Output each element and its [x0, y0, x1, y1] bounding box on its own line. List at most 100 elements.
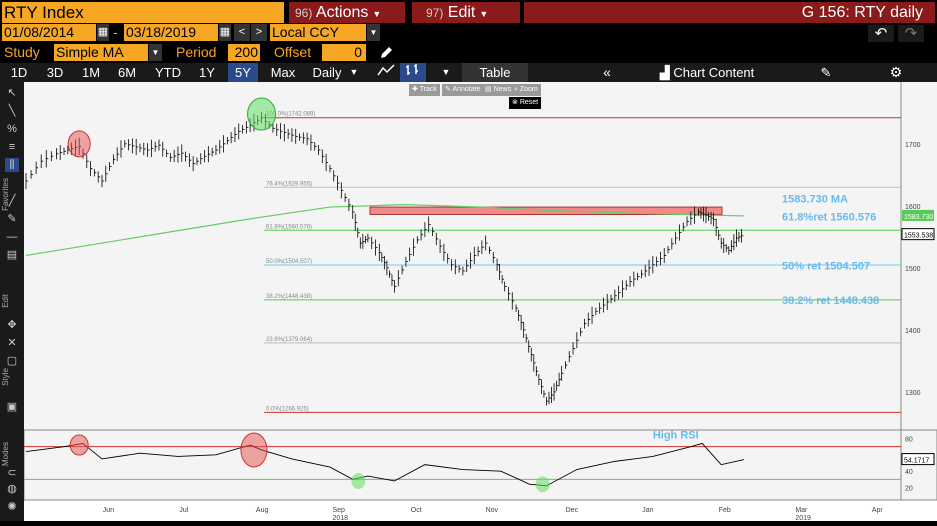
- year-label: 2019: [795, 515, 811, 521]
- move-icon[interactable]: ✥: [7, 319, 17, 331]
- annotate-button[interactable]: ✎ Annotate: [442, 84, 484, 96]
- horizontal-line-icon[interactable]: —: [6, 231, 18, 243]
- x-tick-label: Jun: [103, 507, 114, 514]
- calendar-icon[interactable]: ▦: [219, 24, 231, 41]
- caret-down-icon: ▼: [479, 9, 489, 19]
- ma-tag-bg: [902, 209, 934, 221]
- edit-shortcut: 97): [426, 6, 444, 20]
- fib-icon[interactable]: ≡: [8, 141, 16, 153]
- ma-tag: 1583.730: [904, 214, 933, 221]
- currency-select[interactable]: Local CCY: [270, 24, 366, 41]
- calendar-icon[interactable]: ▦: [97, 24, 109, 41]
- chart-icon: ▟: [659, 65, 674, 80]
- price-tick-label: 1600: [905, 204, 921, 211]
- rsi-circle: [240, 432, 268, 468]
- caret-down-icon: ▼: [372, 9, 382, 19]
- security-field[interactable]: RTY Index: [2, 2, 284, 23]
- rsi-tag: 54.1717: [904, 458, 929, 465]
- price-chart-svg[interactable]: 100.0%(1742.089) 76.4%(1629.955) 61.8%(156…: [23, 82, 937, 522]
- reset-label: Reset: [519, 99, 539, 106]
- delete-icon[interactable]: ✕: [7, 337, 17, 349]
- chart-area[interactable]: 100.0%(1742.089) 76.4%(1629.955) 61.8%(156…: [23, 82, 937, 522]
- prev-period-button[interactable]: <: [234, 24, 250, 41]
- rsi-tag-bg: [901, 453, 935, 466]
- x-tick-label: Apr: [872, 507, 884, 514]
- news-button[interactable]: ▤ News: [482, 84, 515, 96]
- pen-icon[interactable]: ✎: [7, 213, 17, 225]
- trendline-icon[interactable]: ╲: [8, 105, 16, 117]
- tf-3d[interactable]: 3D: [46, 65, 64, 80]
- rsi-tick-label: 40: [905, 469, 913, 476]
- price-tick-label: 1300: [905, 390, 921, 397]
- reset-button[interactable]: ⊗ Reset: [509, 97, 542, 109]
- chevron-down-icon[interactable]: ▼: [349, 67, 359, 77]
- modes-label: Modes: [1, 442, 10, 467]
- annotate-label: Annotate: [452, 86, 481, 93]
- start-date-input[interactable]: 01/08/2014: [2, 24, 96, 41]
- price-tick-label: 1500: [905, 266, 921, 273]
- percent-icon[interactable]: %: [7, 123, 17, 135]
- next-period-button[interactable]: >: [251, 24, 267, 41]
- rsi-pane: [23, 429, 937, 501]
- tf-1y[interactable]: 1Y: [199, 65, 215, 80]
- layers-icon[interactable]: ▢: [6, 355, 18, 367]
- price-tick-label: 1700: [905, 142, 921, 149]
- line-tool-icon[interactable]: ╱: [8, 195, 16, 207]
- edit-label: Edit: [1, 294, 10, 308]
- drawing-toolbar: ↖ ╲ % ≡ ⫼ Favorites ╱ ✎ — ▤ Edit ✥ ✕ ▢ S…: [0, 82, 24, 521]
- fib-label: 76.4%(1629.955): [266, 181, 312, 187]
- chart-content-button[interactable]: ▟ Chart Content: [648, 63, 766, 82]
- bar-chart-icon[interactable]: [400, 63, 426, 82]
- link-icon[interactable]: ⊂: [7, 467, 17, 479]
- offset-input[interactable]: 0: [322, 44, 366, 61]
- pencil-icon[interactable]: [378, 45, 394, 61]
- color-icon[interactable]: ▣: [6, 401, 18, 413]
- annotation-label: 1583.730 MA: [782, 193, 848, 205]
- collapse-left-icon[interactable]: «: [603, 64, 611, 80]
- last-tag: 1553.538: [904, 233, 933, 240]
- edit-chart-icon[interactable]: ✎: [820, 65, 832, 80]
- chevron-down-icon[interactable]: ▼: [441, 67, 451, 77]
- tf-1d[interactable]: 1D: [10, 65, 28, 80]
- redo-button[interactable]: ↷: [898, 25, 924, 42]
- settings-icon[interactable]: ✺: [7, 501, 17, 513]
- study-select[interactable]: Simple MA: [54, 44, 148, 61]
- x-tick-label: Feb: [719, 507, 731, 514]
- frequency-select[interactable]: Daily: [312, 65, 342, 80]
- tf-6m[interactable]: 6M: [117, 65, 137, 80]
- rsi-circle: [535, 476, 550, 493]
- x-tick-label: Sep: [332, 507, 345, 514]
- globe-icon[interactable]: ◍: [7, 483, 17, 495]
- peak-circle: [247, 97, 277, 131]
- x-tick-label: Jul: [179, 507, 188, 514]
- bar-tool-icon[interactable]: ⫼: [5, 158, 19, 172]
- tf-5y[interactable]: 5Y: [228, 63, 258, 82]
- line-chart-icon[interactable]: [374, 63, 398, 82]
- channel-icon[interactable]: ▤: [6, 249, 18, 261]
- cursor-icon[interactable]: ↖: [7, 87, 17, 99]
- study-label: Study: [4, 44, 40, 60]
- tf-1m[interactable]: 1M: [81, 65, 101, 80]
- track-button[interactable]: ✚ Track: [409, 84, 440, 96]
- tf-ytd[interactable]: YTD: [155, 65, 181, 80]
- chevron-down-icon[interactable]: ▼: [149, 44, 162, 61]
- actions-menu[interactable]: 96) Actions ▼: [289, 2, 405, 23]
- tf-max[interactable]: Max: [270, 65, 296, 80]
- track-label: Track: [419, 86, 437, 93]
- rsi-circle: [69, 434, 89, 456]
- window-title: G 156: RTY daily: [524, 2, 935, 23]
- zoom-label: Zoom: [519, 86, 538, 93]
- table-button[interactable]: Table: [462, 63, 528, 82]
- end-date-input[interactable]: 03/18/2019: [124, 24, 218, 41]
- x-tick-label: Oct: [411, 507, 422, 514]
- period-input[interactable]: 200: [228, 44, 260, 61]
- year-label: 2018: [332, 515, 348, 521]
- undo-button[interactable]: ↶: [868, 25, 894, 42]
- peak-circle: [67, 130, 91, 158]
- chevron-down-icon[interactable]: ▼: [367, 24, 380, 41]
- actions-label: Actions: [315, 4, 369, 21]
- annotation-label: 50% ret 1504.507: [782, 260, 870, 272]
- gear-icon[interactable]: ⚙: [889, 64, 903, 80]
- edit-menu[interactable]: 97) Edit ▼: [412, 2, 520, 23]
- zoom-button[interactable]: ⌕ Zoom: [511, 84, 541, 96]
